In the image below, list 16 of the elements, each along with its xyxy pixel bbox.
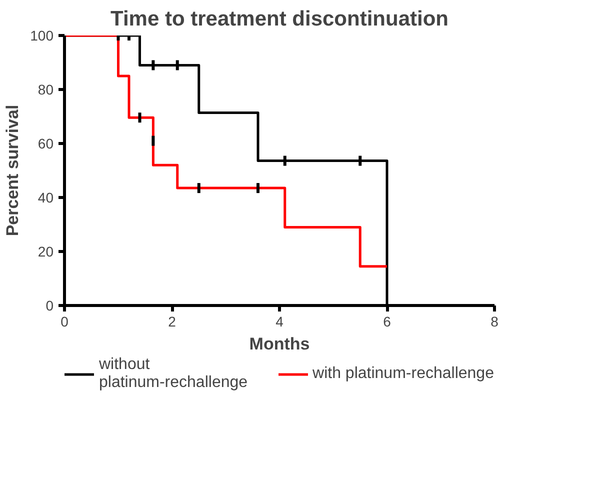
y-tick-label: 60	[38, 136, 54, 152]
x-tick-label: 6	[383, 314, 392, 330]
x-tick-label: 4	[276, 314, 284, 330]
y-axis-title: Percent survival	[3, 104, 22, 236]
x-axis-title: Months	[249, 334, 310, 354]
y-tick-label: 80	[38, 82, 54, 98]
chart-title: Time to treatment discontinuation	[110, 8, 448, 30]
x-tick-label: 2	[168, 314, 176, 330]
x-tick-label: 0	[60, 314, 69, 330]
legend-label: without platinum-rechallenge	[99, 356, 248, 392]
y-tick-label: 20	[38, 244, 54, 260]
y-tick-label: 0	[46, 298, 54, 314]
legend-label: with platinum-rechallenge	[312, 365, 494, 383]
y-tick-label: 40	[38, 190, 54, 206]
y-tick-label: 100	[30, 28, 54, 44]
x-tick-label: 8	[490, 314, 499, 330]
